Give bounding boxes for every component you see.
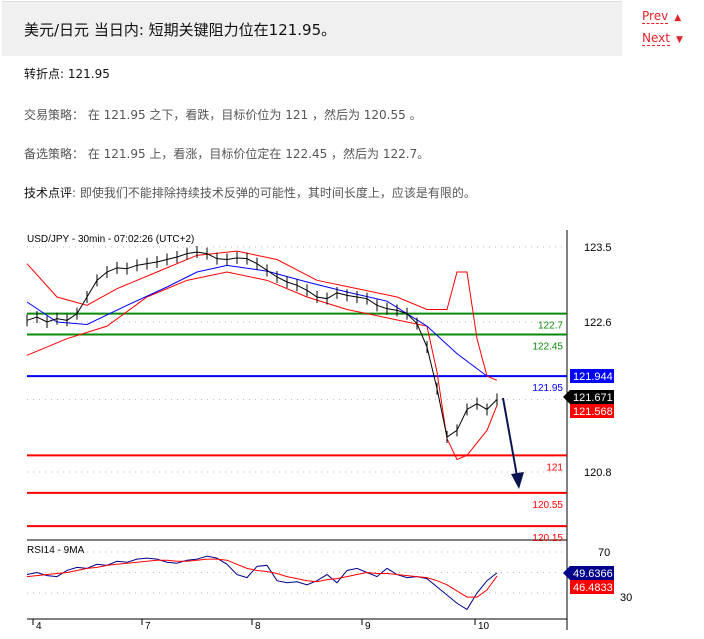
- last-price-badge-pointer: [563, 390, 570, 404]
- price-tick-label: 122.6: [584, 317, 612, 329]
- x-tick-label: 10: [478, 621, 490, 632]
- lower-band-badge-text: 121.568: [573, 406, 613, 418]
- last-price-badge: [570, 390, 614, 404]
- level-label: 122.45: [532, 341, 563, 352]
- rsi-title: RSI14 - 9MA: [27, 545, 85, 556]
- level-label: 120.15: [532, 533, 563, 544]
- x-tick-label: 4: [36, 621, 42, 632]
- x-tick-label: 8: [255, 621, 261, 632]
- upper-band: [26, 250, 498, 381]
- page-title: 美元/日元 当日内: 短期关键阻力位在121.95。: [24, 21, 337, 39]
- pivot-label: 转折点: [24, 67, 61, 81]
- rsi-ma-badge: [570, 580, 614, 594]
- price-line: [26, 251, 498, 438]
- price-tick-label: 123.5: [584, 242, 612, 254]
- lower-band: [26, 271, 498, 461]
- x-tick-label: 9: [365, 621, 371, 632]
- rsi-ma-line: [26, 558, 498, 598]
- pivot-line: 转折点: 121.95: [24, 65, 110, 82]
- next-label[interactable]: Next: [642, 31, 670, 46]
- level-label: 122.7: [538, 321, 563, 332]
- comment-label: 技术点评: [24, 186, 73, 200]
- level-label: 120.55: [532, 500, 563, 511]
- x-tick-label: 7: [145, 621, 151, 632]
- price-tick-label: 120.8: [584, 467, 612, 479]
- last-price-badge-text: 121.671: [573, 392, 613, 404]
- chart-title: USD/JPY - 30min - 07:02:26 (UTC+2): [27, 234, 194, 245]
- strategy-text: 交易策略： 在 121.95 之下，看跌，目标价位为 121 ，然后为 120.…: [24, 108, 422, 122]
- rsi-value-badge-pointer: [563, 566, 570, 580]
- rsi-line: [26, 555, 498, 611]
- rsi-value-badge-text: 49.6366: [573, 568, 613, 580]
- prev-link[interactable]: Prev ▲: [642, 9, 682, 24]
- rsi-tick-label: 30: [620, 592, 632, 604]
- prev-label[interactable]: Prev: [642, 9, 669, 24]
- triangle-down-icon: ▼: [675, 35, 683, 45]
- lower-band-badge: [570, 404, 614, 418]
- header-bar: 美元/日元 当日内: 短期关键阻力位在121.95。: [2, 1, 622, 56]
- level-label: 121: [546, 462, 563, 473]
- ma-badge-text: 121.944: [573, 371, 613, 383]
- comment-text: : 即使我们不能排除持续技术反弹的可能性，其时间长度上，应该是有限的。: [72, 186, 476, 200]
- rsi-ma-badge-text: 46.4833: [573, 582, 613, 594]
- alternative-text: 备选策略： 在 121.95 上，看涨，目标价位定在 122.45 ，然后为 1…: [24, 147, 430, 161]
- triangle-up-icon: ▲: [674, 13, 682, 23]
- level-label: 121.95: [532, 383, 563, 394]
- comment-line: 技术点评: 即使我们不能排除持续技术反弹的可能性，其时间长度上，应该是有限的。: [24, 184, 476, 201]
- rsi-tick-label: 70: [598, 547, 610, 559]
- moving-average: [26, 264, 488, 377]
- next-link[interactable]: Next ▼: [642, 31, 683, 46]
- pivot-value: : 121.95: [60, 67, 110, 81]
- rsi-value-badge: [570, 566, 614, 580]
- ma-badge: [570, 369, 614, 383]
- arrow-head-icon: [511, 472, 524, 489]
- forecast-arrow: [502, 397, 518, 477]
